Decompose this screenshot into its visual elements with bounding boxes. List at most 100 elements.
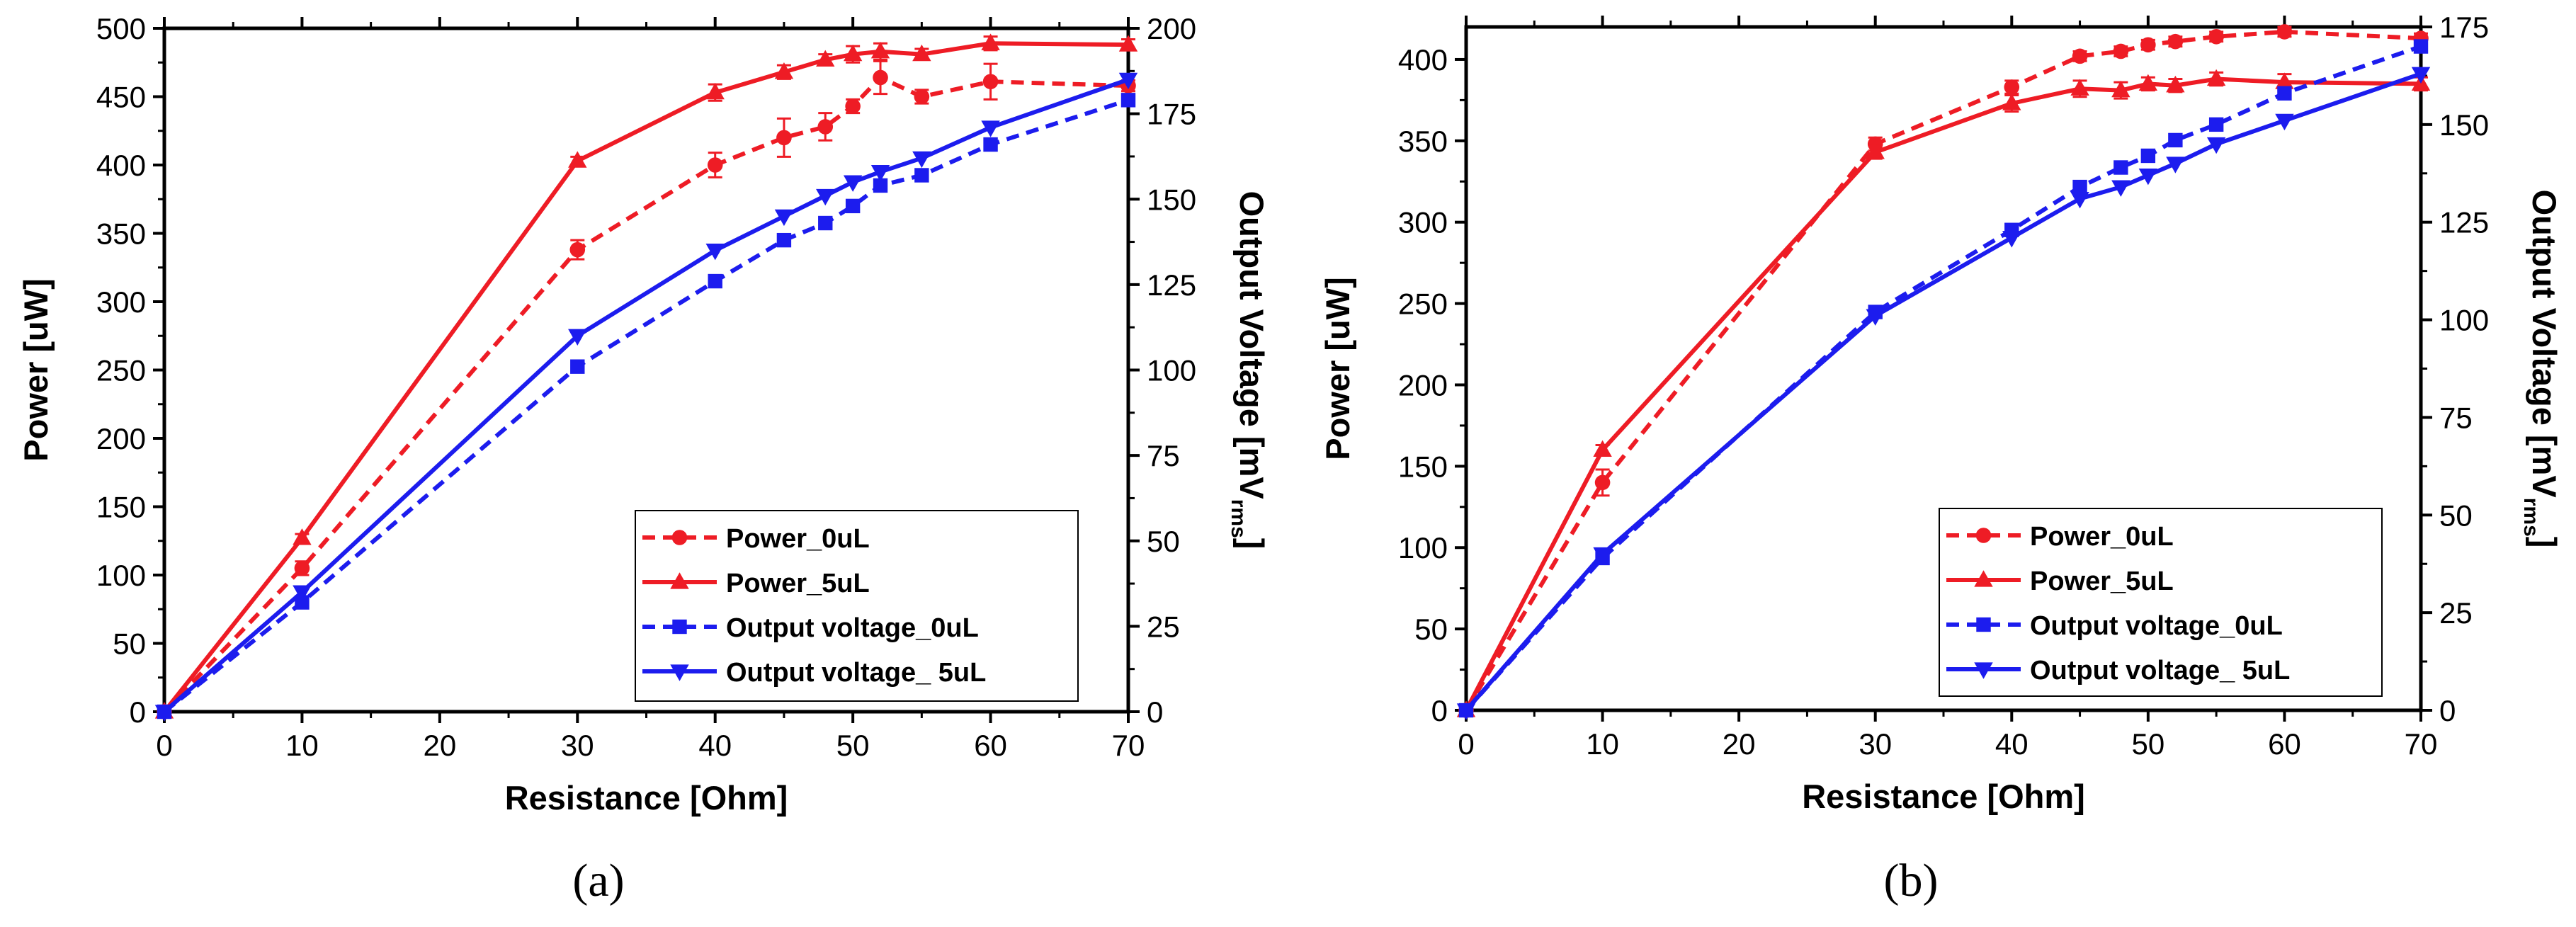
- data-point: [983, 137, 998, 152]
- data-point: [568, 329, 587, 346]
- data-point: [912, 44, 931, 62]
- panel-label: (a): [572, 855, 624, 906]
- data-point: [1594, 474, 1611, 491]
- y-left-tick-label: 300: [1398, 206, 1448, 239]
- panel-label: (b): [1884, 855, 1939, 906]
- data-point: [981, 120, 1000, 137]
- x-axis-title: Resistance [Ohm]: [505, 779, 788, 817]
- x-tick-label: 20: [423, 729, 456, 762]
- data-point: [2138, 74, 2158, 91]
- y-right-axis-title-main: Output Voltage [mV: [2526, 190, 2563, 499]
- series-line: [1464, 29, 2422, 712]
- data-point: [2167, 33, 2184, 50]
- data-point: [776, 232, 792, 248]
- y-right-axis-title-end: ]: [2526, 537, 2563, 548]
- legend-label: Power_0uL: [726, 524, 870, 554]
- data-point: [845, 198, 861, 214]
- x-tick-label: 30: [561, 729, 594, 762]
- y-right-tick-label: 175: [1147, 98, 1196, 131]
- data-point: [873, 178, 888, 193]
- x-tick-label: 10: [1586, 727, 1619, 761]
- data-point: [914, 89, 930, 105]
- data-point: [2070, 192, 2089, 209]
- legend-swatch-marker: [671, 530, 688, 545]
- data-point: [843, 175, 863, 192]
- data-point: [1118, 72, 1138, 90]
- data-point: [2166, 157, 2185, 174]
- y-right-tick-label: 125: [2439, 206, 2489, 239]
- y-left-tick-label: 0: [1431, 694, 1448, 727]
- y-right-tick-label: 100: [2439, 304, 2489, 337]
- data-point: [870, 165, 890, 182]
- data-point: [870, 42, 890, 59]
- data-point: [708, 273, 722, 289]
- x-tick-label: 30: [1859, 727, 1892, 761]
- data-point: [2140, 37, 2156, 53]
- y-left-tick-label: 50: [113, 627, 146, 661]
- y-right-axis-title: Output Voltage [mVrms]: [2519, 190, 2563, 548]
- legend-swatch-marker: [1974, 662, 1993, 679]
- data-point: [2111, 180, 2130, 197]
- legend-label: Output voltage_ 5uL: [2030, 656, 2290, 686]
- y-left-tick-label: 150: [1398, 450, 1448, 483]
- data-point: [981, 33, 1000, 50]
- legend-swatch-marker: [1976, 617, 1991, 632]
- chart-panel-b: 0 10 20 30 40 50 60 700501001502002503003504000…: [1319, 11, 2563, 906]
- data-point: [294, 560, 310, 576]
- data-point: [774, 209, 794, 227]
- chart-panel-a: 0 10 20 30 40 50 60 700501001502002503003504004…: [17, 12, 1271, 906]
- legend-swatch-marker: [670, 572, 689, 589]
- data-point: [2113, 160, 2128, 175]
- y-right-tick-label: 200: [1147, 12, 1196, 45]
- legend: Power_0uL Power_5uL Output voltage_0uL Outp…: [635, 510, 1079, 702]
- x-tick-label: 70: [2405, 727, 2438, 761]
- y-left-axis-title: Power [uW]: [17, 278, 55, 461]
- data-point: [1866, 142, 1885, 159]
- y-left-tick-label: 250: [1398, 288, 1448, 321]
- data-point: [2206, 137, 2226, 154]
- data-point: [705, 244, 725, 261]
- series-power-1: [1456, 69, 2431, 717]
- y-left-tick-label: 350: [1398, 125, 1448, 158]
- x-tick-label: 10: [285, 729, 319, 762]
- data-point: [817, 119, 834, 135]
- data-point: [293, 528, 312, 545]
- data-point: [2277, 86, 2292, 101]
- data-point: [2413, 39, 2429, 54]
- data-point: [705, 82, 725, 100]
- legend-label: Power_5uL: [2030, 567, 2174, 596]
- x-tick-label: 40: [698, 729, 732, 762]
- data-point: [2002, 93, 2021, 110]
- x-tick-label: 60: [2268, 727, 2301, 761]
- y-left-tick-label: 200: [96, 422, 146, 455]
- data-point: [2072, 179, 2087, 195]
- series-voltage-3: [1456, 67, 2431, 720]
- data-point: [2166, 75, 2185, 93]
- y-right-tick-label: 100: [1147, 354, 1196, 387]
- data-point: [843, 44, 863, 62]
- data-point: [2140, 148, 2156, 164]
- data-point: [154, 705, 174, 722]
- y-left-tick-label: 400: [1398, 43, 1448, 76]
- y-right-tick-label: 125: [1147, 268, 1196, 302]
- y-left-tick-label: 300: [96, 285, 146, 319]
- data-point: [293, 585, 312, 602]
- data-point: [982, 74, 999, 90]
- x-tick-label: 60: [974, 729, 1007, 762]
- data-point: [818, 215, 833, 231]
- data-point: [2208, 28, 2224, 45]
- data-point: [816, 188, 835, 206]
- x-tick-label: 0: [1458, 727, 1474, 761]
- data-point: [2004, 79, 2020, 95]
- x-tick-label: 50: [2131, 727, 2164, 761]
- data-point: [1866, 309, 1885, 326]
- data-point: [569, 241, 586, 258]
- y-right-tick-label: 150: [2439, 108, 2489, 142]
- legend-swatch-marker: [1975, 528, 1992, 543]
- legend-label: Output voltage_0uL: [726, 613, 979, 643]
- legend-box: [1939, 508, 2383, 697]
- data-point: [774, 62, 794, 79]
- x-tick-label: 50: [836, 729, 870, 762]
- y-right-axis-title: Output Voltage [mVrms]: [1227, 191, 1271, 550]
- data-point: [2276, 24, 2293, 40]
